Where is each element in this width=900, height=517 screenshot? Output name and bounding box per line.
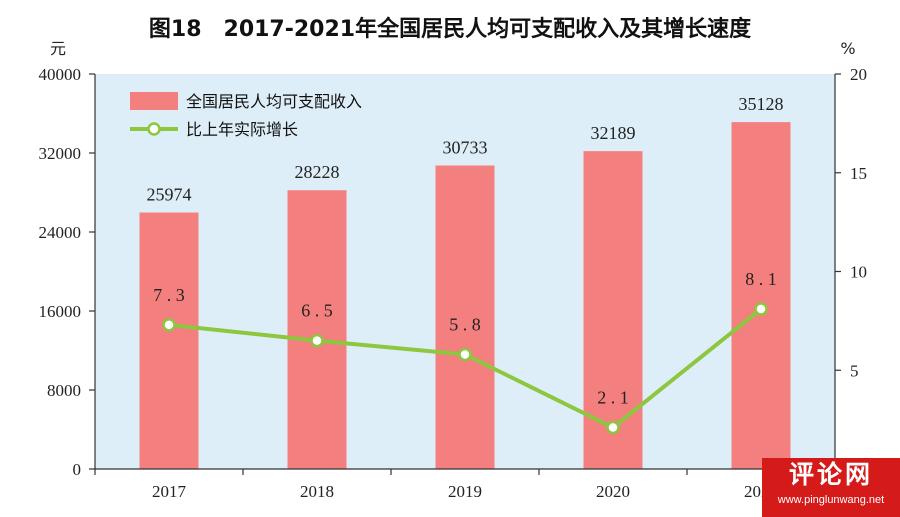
legend-bar-swatch [130,92,178,110]
growth-point-2021 [754,302,768,316]
growth-value-label: 7 . 3 [153,285,185,305]
left-axis-unit: 元 [50,39,66,58]
growth-value-label: 2 . 1 [597,388,629,408]
growth-point-2017 [162,318,176,332]
growth-point-2019 [458,347,472,362]
growth-value-label: 6 . 5 [301,301,333,321]
growth-value-label: 5 . 8 [449,314,481,334]
x-tick-label: 2017 [152,482,187,501]
right-axis-unit: % [840,39,855,58]
growth-line-series [162,302,768,435]
legend: 全国居民人均可支配收入 比上年实际增长 [130,92,362,139]
legend-bar-label: 全国居民人均可支配收入 [186,92,362,111]
growth-point-2020 [606,420,620,435]
bar-2017 [139,212,199,469]
left-tick-label: 40000 [39,65,82,84]
bar-2021 [731,122,791,470]
legend-line-label: 比上年实际增长 [186,120,298,139]
left-tick-label: 24000 [39,223,82,242]
bar-2018 [287,190,347,469]
right-tick-label: 20 [850,65,867,84]
legend-line-marker [147,122,161,136]
left-tick-label: 16000 [39,302,82,321]
x-tick-label: 2019 [448,482,482,501]
bar-value-label: 35128 [739,94,784,114]
left-tick-label: 8000 [47,381,81,400]
watermark-text: 评论网 [788,460,873,489]
watermark-url: www.pinglunwang.net [777,494,885,506]
bar-value-label: 28228 [295,162,340,182]
x-tick-label: 2020 [596,482,630,501]
right-tick-label: 5 [850,361,859,380]
bar-value-label: 32189 [591,123,636,143]
watermark-logo: 评论网 www.pinglunwang.net [762,458,900,517]
bar-value-label: 25974 [147,185,192,205]
right-tick-label: 15 [850,164,867,183]
bar-value-label: 30733 [443,138,488,158]
data-labels: 25974 28228 30733 32189 35128 7 . 3 6 . 5 5 . 8… [147,94,784,407]
x-tick-label: 2018 [300,482,334,501]
growth-value-label: 8 . 1 [745,269,777,289]
chart-title: 图18 2017-2021年全国居民人均可支配收入及其增长速度 [149,16,752,42]
right-tick-label: 10 [850,263,867,282]
bar-2019 [435,165,495,469]
left-tick-label: 32000 [39,144,82,163]
left-tick-label: 0 [73,460,82,479]
growth-point-2018 [310,333,324,348]
